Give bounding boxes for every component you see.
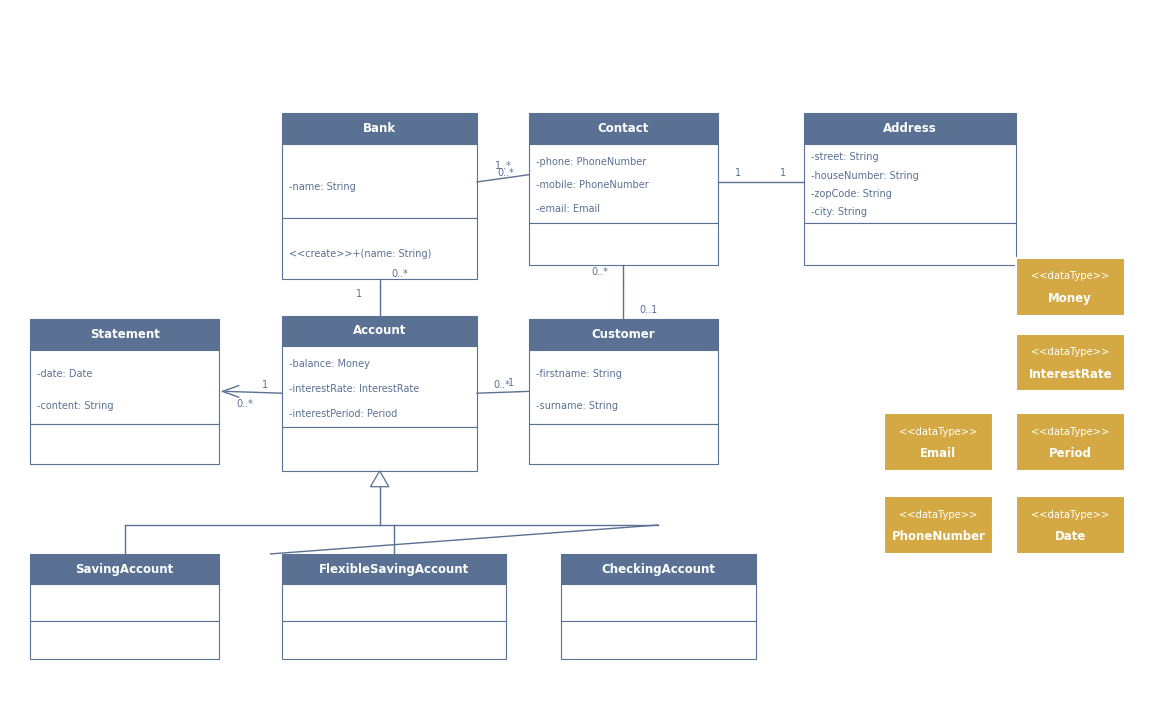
Text: -houseNumber: String: -houseNumber: String <box>811 171 918 181</box>
Bar <box>529 113 718 144</box>
Bar <box>283 218 477 279</box>
Text: 1: 1 <box>780 167 786 178</box>
Text: <<dataType>>: <<dataType>> <box>900 510 978 520</box>
Bar <box>529 423 718 463</box>
Text: FlexibleSavingAccount: FlexibleSavingAccount <box>318 563 469 576</box>
Text: CheckingAccount: CheckingAccount <box>601 563 715 576</box>
Bar <box>804 223 1016 265</box>
Text: 1: 1 <box>262 379 268 389</box>
Bar <box>529 223 718 265</box>
Text: -balance: Money: -balance: Money <box>290 360 370 369</box>
Bar <box>561 554 756 584</box>
Text: <<dataType>>: <<dataType>> <box>1031 347 1110 357</box>
Bar <box>30 349 219 423</box>
Text: -phone: PhoneNumber: -phone: PhoneNumber <box>535 157 646 167</box>
Text: -firstname: String: -firstname: String <box>535 369 622 378</box>
Bar <box>1016 496 1125 554</box>
Bar <box>804 144 1016 223</box>
Bar <box>529 319 718 349</box>
Bar <box>561 621 756 658</box>
Text: Bank: Bank <box>363 122 396 135</box>
Text: 1: 1 <box>356 289 362 299</box>
Bar <box>1016 258 1125 315</box>
Text: Account: Account <box>353 324 407 337</box>
Bar <box>1016 413 1125 471</box>
Text: 0..*: 0..* <box>392 269 409 278</box>
Bar <box>529 349 718 423</box>
Bar <box>30 423 219 463</box>
Text: -surname: String: -surname: String <box>535 401 617 411</box>
Bar <box>884 496 993 554</box>
Bar <box>283 427 477 471</box>
Bar <box>283 315 477 346</box>
Text: Customer: Customer <box>592 328 655 341</box>
Bar <box>30 319 219 349</box>
Bar <box>283 584 506 621</box>
Text: <<dataType>>: <<dataType>> <box>1031 426 1110 436</box>
Text: <<dataType>>: <<dataType>> <box>1031 271 1110 281</box>
Text: Money: Money <box>1048 291 1092 304</box>
Bar <box>529 144 718 223</box>
Text: -email: Email: -email: Email <box>535 204 600 215</box>
Text: 0..*: 0..* <box>498 168 514 178</box>
Text: 1: 1 <box>735 167 741 178</box>
Bar <box>283 621 506 658</box>
Text: -zopCode: String: -zopCode: String <box>811 189 892 199</box>
Text: InterestRate: InterestRate <box>1028 368 1112 381</box>
Text: <<dataType>>: <<dataType>> <box>900 426 978 436</box>
Bar <box>283 144 477 218</box>
Text: Statement: Statement <box>90 328 160 341</box>
Text: -date: Date: -date: Date <box>37 369 92 378</box>
Bar <box>1016 334 1125 392</box>
Bar <box>30 554 219 584</box>
Bar <box>30 621 219 658</box>
Text: Address: Address <box>882 122 936 135</box>
Text: -interestRate: InterestRate: -interestRate: InterestRate <box>290 384 419 394</box>
Text: SavingAccount: SavingAccount <box>76 563 173 576</box>
Bar <box>283 346 477 427</box>
Bar <box>30 584 219 621</box>
Text: 0..*: 0..* <box>592 268 609 277</box>
Text: -interestPeriod: Period: -interestPeriod: Period <box>290 409 398 418</box>
Bar <box>561 584 756 621</box>
Text: Email: Email <box>920 447 956 460</box>
Text: Date: Date <box>1055 530 1086 543</box>
Text: <<dataType>>: <<dataType>> <box>1031 510 1110 520</box>
Text: -city: String: -city: String <box>811 207 866 218</box>
Text: 0..1: 0..1 <box>639 305 657 315</box>
Text: <<create>>+(name: String): <<create>>+(name: String) <box>290 249 432 259</box>
Text: -mobile: PhoneNumber: -mobile: PhoneNumber <box>535 181 648 191</box>
Text: 0..*: 0..* <box>494 379 510 389</box>
Bar <box>283 554 506 584</box>
Bar <box>804 113 1016 144</box>
Polygon shape <box>370 471 388 486</box>
Text: 1: 1 <box>508 378 515 388</box>
Text: 0..*: 0..* <box>236 399 253 410</box>
Bar <box>283 113 477 144</box>
Text: PhoneNumber: PhoneNumber <box>892 530 986 543</box>
Bar <box>884 413 993 471</box>
Text: Contact: Contact <box>597 122 649 135</box>
Text: -name: String: -name: String <box>290 182 356 191</box>
Text: 1..*: 1..* <box>495 161 511 171</box>
Text: -street: String: -street: String <box>811 152 878 162</box>
Text: -content: String: -content: String <box>37 401 114 411</box>
Text: Period: Period <box>1049 447 1092 460</box>
